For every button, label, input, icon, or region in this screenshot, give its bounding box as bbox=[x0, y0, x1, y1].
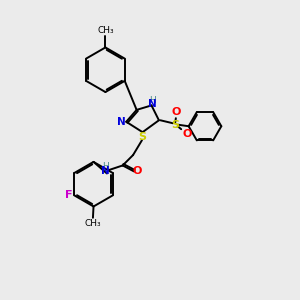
Text: O: O bbox=[171, 107, 181, 117]
Text: O: O bbox=[133, 167, 142, 176]
Text: N: N bbox=[117, 117, 126, 127]
Text: S: S bbox=[138, 132, 146, 142]
Text: H: H bbox=[102, 162, 109, 171]
Text: CH₃: CH₃ bbox=[97, 26, 114, 35]
Text: N: N bbox=[148, 99, 157, 109]
Text: CH₃: CH₃ bbox=[85, 219, 101, 228]
Text: N: N bbox=[101, 166, 110, 176]
Text: F: F bbox=[64, 190, 72, 200]
Text: S: S bbox=[171, 120, 179, 130]
Text: H: H bbox=[150, 96, 156, 105]
Text: O: O bbox=[182, 129, 192, 139]
